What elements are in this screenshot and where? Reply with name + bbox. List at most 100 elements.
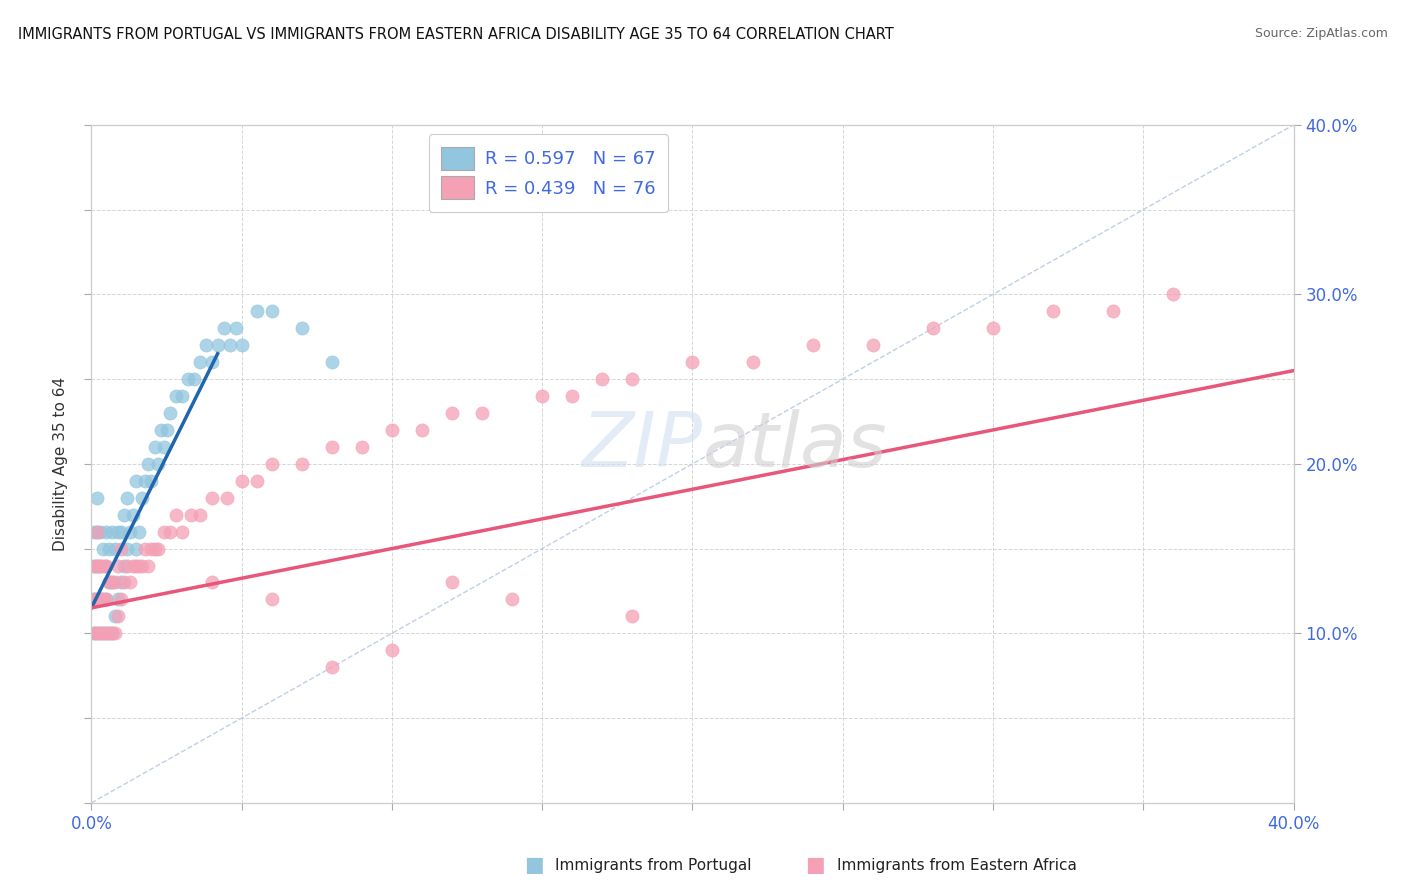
Point	[114, 508, 136, 522]
Point	[621, 372, 644, 386]
Point	[159, 406, 181, 420]
Point	[117, 558, 139, 573]
Point	[86, 491, 108, 505]
Point	[922, 321, 945, 335]
Point	[83, 626, 105, 640]
Point	[134, 541, 156, 556]
Point	[98, 626, 121, 640]
Point	[93, 558, 115, 573]
Point	[246, 304, 269, 318]
Point	[411, 423, 433, 437]
Point	[260, 592, 283, 607]
Point	[104, 609, 127, 624]
Point	[591, 372, 613, 386]
Point	[212, 321, 235, 335]
Point	[98, 541, 121, 556]
Point	[231, 338, 253, 352]
Point	[96, 592, 118, 607]
Point	[188, 508, 211, 522]
Point	[128, 558, 150, 573]
Point	[86, 558, 108, 573]
Point	[176, 372, 198, 386]
Point	[621, 609, 644, 624]
Point	[321, 660, 343, 674]
Point	[138, 558, 160, 573]
Point	[107, 592, 129, 607]
Point	[350, 440, 373, 454]
Point	[86, 558, 108, 573]
Point	[183, 372, 205, 386]
Point	[83, 558, 105, 573]
Point	[125, 541, 148, 556]
Point	[89, 592, 111, 607]
Point	[117, 491, 139, 505]
Point	[98, 626, 121, 640]
Point	[862, 338, 884, 352]
Point	[120, 575, 142, 590]
Text: ■: ■	[806, 855, 825, 875]
Point	[93, 541, 115, 556]
Point	[96, 524, 118, 539]
Point	[107, 524, 129, 539]
Point	[561, 389, 583, 403]
Point	[143, 440, 166, 454]
Point	[381, 423, 404, 437]
Point	[225, 321, 247, 335]
Point	[215, 491, 238, 505]
Point	[159, 524, 181, 539]
Point	[110, 592, 132, 607]
Point	[83, 626, 105, 640]
Point	[96, 558, 118, 573]
Point	[93, 626, 115, 640]
Point	[101, 626, 124, 640]
Point	[180, 508, 202, 522]
Point	[89, 558, 111, 573]
Point	[86, 626, 108, 640]
Point	[531, 389, 554, 403]
Point	[471, 406, 494, 420]
Point	[1102, 304, 1125, 318]
Point	[107, 609, 129, 624]
Point	[93, 592, 115, 607]
Point	[101, 524, 124, 539]
Point	[801, 338, 824, 352]
Legend: R = 0.597   N = 67, R = 0.439   N = 76: R = 0.597 N = 67, R = 0.439 N = 76	[429, 134, 668, 212]
Point	[260, 457, 283, 471]
Point	[89, 524, 111, 539]
Point	[201, 355, 224, 369]
Text: Immigrants from Portugal: Immigrants from Portugal	[555, 858, 752, 872]
Point	[114, 575, 136, 590]
Point	[101, 575, 124, 590]
Point	[89, 558, 111, 573]
Point	[120, 524, 142, 539]
Point	[231, 474, 253, 488]
Point	[440, 406, 463, 420]
Point	[170, 389, 193, 403]
Point	[321, 440, 343, 454]
Point	[110, 575, 132, 590]
Point	[89, 626, 111, 640]
Point	[86, 626, 108, 640]
Point	[201, 491, 224, 505]
Point	[165, 389, 187, 403]
Point	[1042, 304, 1064, 318]
Point	[501, 592, 523, 607]
Point	[89, 626, 111, 640]
Point	[104, 575, 127, 590]
Point	[152, 524, 174, 539]
Point	[86, 592, 108, 607]
Point	[981, 321, 1004, 335]
Point	[86, 524, 108, 539]
Point	[93, 592, 115, 607]
Point	[107, 558, 129, 573]
Point	[246, 474, 269, 488]
Point	[83, 592, 105, 607]
Point	[96, 592, 118, 607]
Point	[131, 491, 153, 505]
Point	[131, 558, 153, 573]
Point	[104, 541, 127, 556]
Point	[141, 541, 163, 556]
Point	[96, 626, 118, 640]
Point	[146, 541, 169, 556]
Point	[440, 575, 463, 590]
